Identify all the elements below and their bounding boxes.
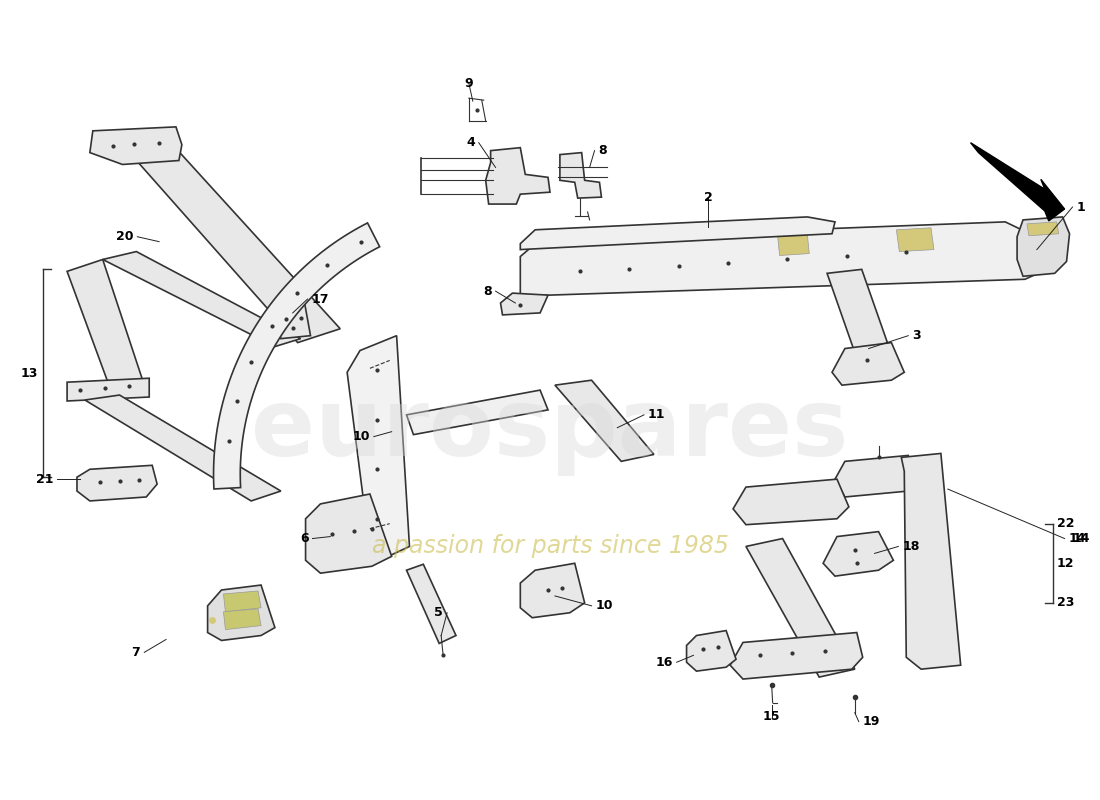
Polygon shape <box>970 142 1065 221</box>
Text: 8: 8 <box>483 285 492 298</box>
Polygon shape <box>213 223 380 489</box>
Polygon shape <box>746 538 855 677</box>
Text: 5: 5 <box>434 606 443 619</box>
Text: 14: 14 <box>1068 532 1086 545</box>
Text: a passion for parts since 1985: a passion for parts since 1985 <box>372 534 728 558</box>
Polygon shape <box>778 234 810 255</box>
Polygon shape <box>306 494 392 573</box>
Polygon shape <box>85 395 280 501</box>
Text: 13: 13 <box>21 366 38 380</box>
Text: 10: 10 <box>352 430 370 443</box>
Text: 15: 15 <box>763 710 780 723</box>
Polygon shape <box>407 564 456 643</box>
Polygon shape <box>554 380 653 462</box>
Text: 16: 16 <box>656 656 673 669</box>
Polygon shape <box>827 270 889 353</box>
Polygon shape <box>520 217 835 250</box>
Polygon shape <box>348 336 409 560</box>
Text: 4: 4 <box>466 136 475 150</box>
Polygon shape <box>686 630 736 671</box>
Text: 12: 12 <box>1057 557 1075 570</box>
Polygon shape <box>223 609 261 630</box>
Polygon shape <box>730 633 862 679</box>
Text: 9: 9 <box>464 77 473 90</box>
Polygon shape <box>560 153 602 198</box>
Text: 2: 2 <box>704 190 713 204</box>
Polygon shape <box>1027 222 1058 236</box>
Text: 8: 8 <box>598 144 607 157</box>
Polygon shape <box>67 378 150 401</box>
Text: 10: 10 <box>595 599 613 612</box>
Polygon shape <box>486 148 550 204</box>
Text: 23: 23 <box>1057 596 1074 610</box>
Text: eurospares: eurospares <box>251 384 849 476</box>
Polygon shape <box>896 228 934 251</box>
Polygon shape <box>102 251 300 346</box>
Polygon shape <box>275 303 310 338</box>
Polygon shape <box>122 141 340 342</box>
Polygon shape <box>823 532 893 576</box>
Polygon shape <box>520 222 1049 296</box>
Text: 1: 1 <box>1077 201 1086 214</box>
Polygon shape <box>832 342 904 385</box>
Text: 21: 21 <box>35 473 53 486</box>
Polygon shape <box>77 466 157 501</box>
Text: 18: 18 <box>902 540 920 553</box>
Polygon shape <box>90 127 182 165</box>
Polygon shape <box>67 259 144 395</box>
Polygon shape <box>407 390 548 434</box>
Text: 19: 19 <box>862 715 880 728</box>
Polygon shape <box>901 454 960 669</box>
Text: 22: 22 <box>1057 517 1075 530</box>
Polygon shape <box>208 585 275 641</box>
Text: 3: 3 <box>912 329 921 342</box>
Polygon shape <box>520 563 584 618</box>
Text: 11: 11 <box>648 408 666 422</box>
Text: 6: 6 <box>300 532 308 545</box>
Text: 17: 17 <box>311 293 329 306</box>
Polygon shape <box>835 455 916 497</box>
Text: 14: 14 <box>1072 532 1090 545</box>
Polygon shape <box>223 591 261 612</box>
Polygon shape <box>500 293 548 315</box>
Text: 7: 7 <box>132 646 141 659</box>
Polygon shape <box>733 479 849 525</box>
Polygon shape <box>1018 217 1069 276</box>
Text: 20: 20 <box>116 230 133 243</box>
